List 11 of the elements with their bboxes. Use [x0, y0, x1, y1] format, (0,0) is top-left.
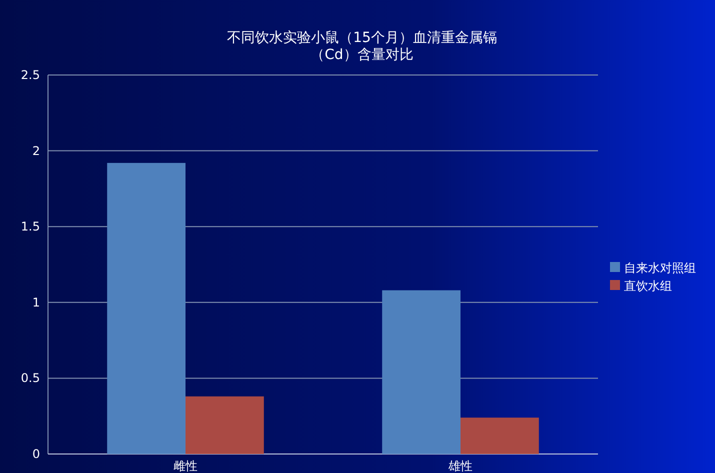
x-tick-label: 雌性 [174, 459, 198, 473]
x-tick-label: 雄性 [448, 459, 472, 473]
y-tick-label: 2 [32, 144, 40, 158]
y-tick-label: 1 [32, 295, 40, 310]
chart-title: 不同饮水实验小鼠（15个月）血清重金属镉（Cd）含量对比 [226, 30, 498, 64]
legend-label: 直饮水组 [624, 279, 672, 293]
y-tick-label: 0.5 [20, 371, 40, 386]
y-tick-label: 1.5 [20, 220, 40, 234]
y-tick-label: 0 [32, 447, 40, 461]
legend-label: 自来水对照组 [624, 261, 696, 275]
y-tick-label: 2.5 [20, 68, 40, 82]
